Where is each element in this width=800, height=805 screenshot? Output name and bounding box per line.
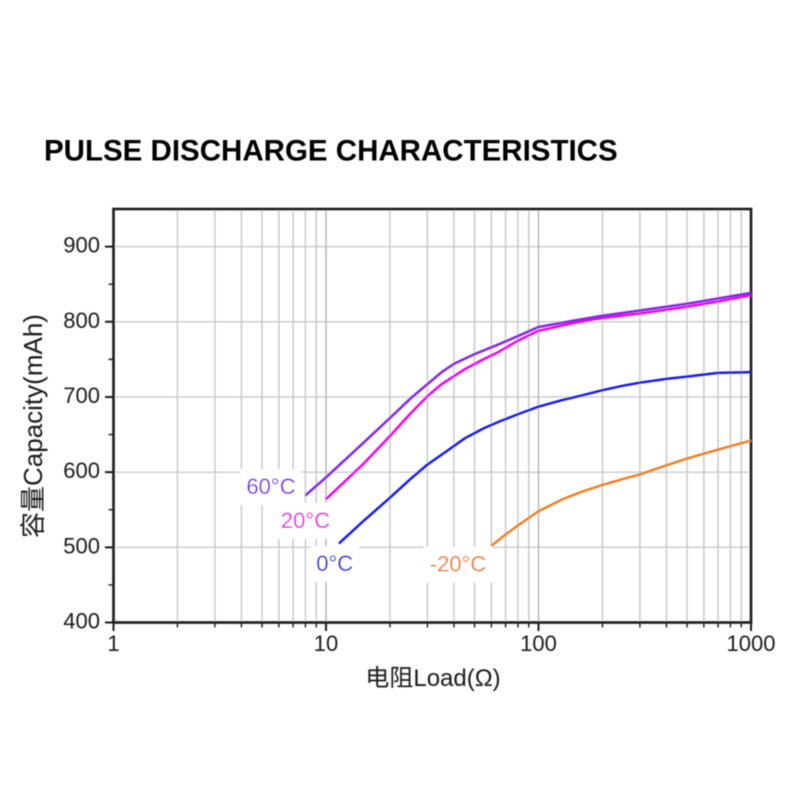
svg-text:10: 10 — [314, 631, 338, 656]
svg-text:Load(Ω): Load(Ω) — [413, 665, 500, 692]
svg-text:0°C: 0°C — [316, 551, 353, 576]
svg-text:500: 500 — [63, 533, 100, 558]
svg-text:100: 100 — [520, 631, 557, 656]
svg-text:600: 600 — [63, 458, 100, 483]
svg-text:800: 800 — [63, 308, 100, 333]
svg-text:900: 900 — [63, 233, 100, 258]
svg-text:-20°C: -20°C — [430, 552, 487, 577]
svg-text:400: 400 — [63, 609, 100, 634]
svg-text:60°C: 60°C — [246, 474, 295, 499]
svg-text:PULSE DISCHARGE CHARACTERISTIC: PULSE DISCHARGE CHARACTERISTICS — [44, 135, 618, 168]
svg-text:1: 1 — [107, 631, 119, 656]
svg-text:700: 700 — [63, 383, 100, 408]
svg-text:Capacity(mAh): Capacity(mAh) — [18, 314, 48, 486]
svg-text:1000: 1000 — [727, 631, 776, 656]
svg-text:20°C: 20°C — [281, 508, 330, 533]
